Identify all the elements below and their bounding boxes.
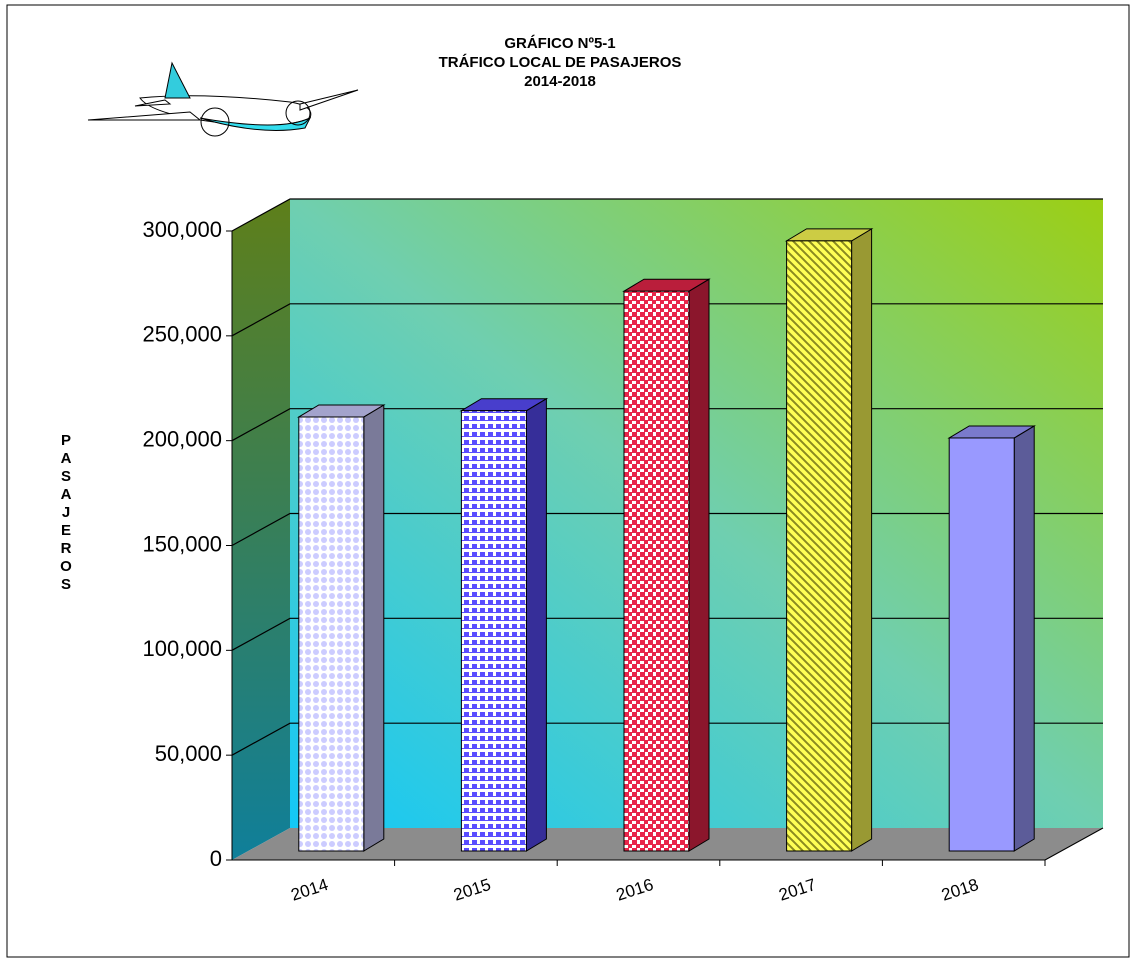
bar bbox=[623, 290, 690, 852]
chart-title: GRÁFICO Nº5-1 bbox=[504, 35, 615, 52]
y-tick-label: 150,000 bbox=[142, 531, 222, 556]
bar-side bbox=[525, 397, 547, 852]
bar-side bbox=[1013, 425, 1035, 852]
bar-side bbox=[851, 227, 873, 852]
y-tick-label: 300,000 bbox=[142, 217, 222, 242]
y-tick-label: 250,000 bbox=[142, 322, 222, 347]
airplane bbox=[87, 61, 359, 137]
y-axis-label: PASAJEROS bbox=[58, 432, 75, 594]
bar-side bbox=[363, 404, 385, 852]
floor-edge bbox=[1044, 827, 1104, 861]
y-tick-label: 50,000 bbox=[155, 741, 222, 766]
chart-subtitle: TRÁFICO LOCAL DE PASAJEROS bbox=[439, 54, 682, 71]
y-tick-label: 0 bbox=[210, 846, 222, 871]
bar bbox=[460, 410, 527, 852]
grid-line bbox=[231, 198, 1103, 232]
bar bbox=[948, 437, 1015, 852]
y-tick-label: 100,000 bbox=[142, 636, 222, 661]
bar bbox=[298, 416, 365, 852]
y-tick-label: 200,000 bbox=[142, 426, 222, 451]
bar-side bbox=[688, 278, 710, 852]
chart-period: 2014-2018 bbox=[524, 73, 596, 90]
bar bbox=[786, 240, 853, 852]
